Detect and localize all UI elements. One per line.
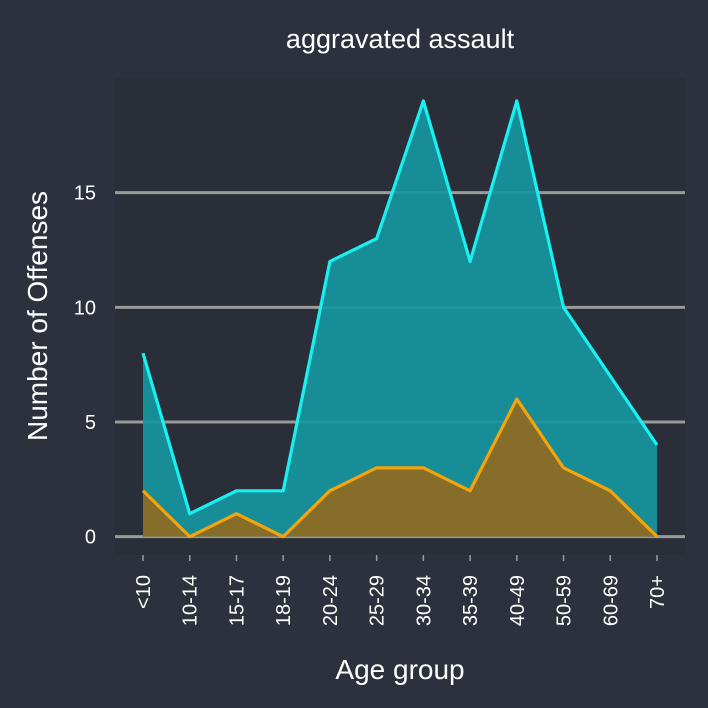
x-tick-label: 20-24 [320, 575, 342, 626]
y-tick-label-15: 15 [74, 183, 96, 205]
x-tick-label: 35-39 [460, 575, 482, 626]
y-tick-label-0: 0 [85, 527, 96, 549]
y-tick-label-5: 5 [85, 412, 96, 434]
line-series-2 [141, 397, 659, 539]
x-axis-title: Age group [335, 654, 464, 685]
x-tick-label: 40-49 [507, 575, 529, 626]
x-tick-label: 50-59 [554, 575, 576, 626]
x-tick-label: 70+ [647, 575, 669, 609]
y-axis-ticks: 0 5 10 15 [74, 183, 96, 549]
x-tick-label: 60-69 [600, 575, 622, 626]
x-tick-label: 30-34 [413, 575, 435, 626]
x-tick-label: 10-14 [180, 575, 202, 626]
chart-title: aggravated assault [286, 24, 515, 54]
x-tick-label: 25-29 [367, 575, 389, 626]
line-layer [141, 99, 659, 539]
x-tick-label: <10 [133, 575, 155, 609]
y-tick-label-10: 10 [74, 297, 96, 319]
line-series-1 [141, 99, 659, 516]
x-axis-ticks: <10 10-14 15-17 18-19 20-24 25-29 30-34 35-39 40… [133, 555, 669, 626]
y-axis-title: Number of Offenses [22, 191, 53, 441]
x-tick-label: 18-19 [273, 575, 295, 626]
x-tick-label: 15-17 [226, 575, 248, 626]
